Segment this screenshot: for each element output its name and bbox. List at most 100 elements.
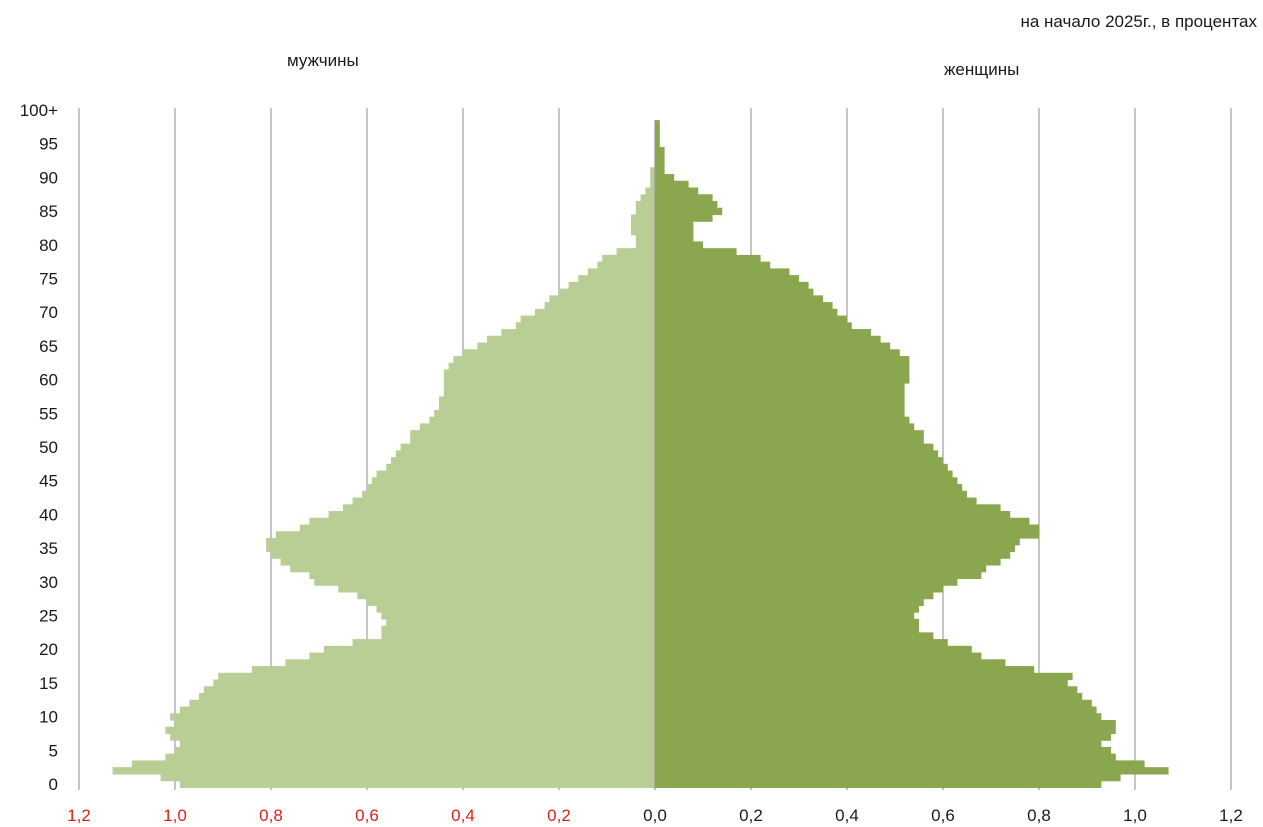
male-bar	[285, 659, 655, 667]
female-bar	[655, 302, 833, 310]
male-bar	[189, 699, 655, 708]
female-bar	[655, 322, 852, 330]
female-bar	[655, 726, 1116, 735]
male-bar	[520, 315, 655, 323]
x-tick-label-right: 0,0	[643, 806, 667, 825]
male-bar	[453, 356, 655, 364]
female-series-label: женщины	[944, 60, 1020, 79]
male-bar	[367, 484, 655, 492]
male-bar	[568, 281, 655, 290]
y-tick-label: 85	[39, 202, 58, 221]
female-bar	[655, 376, 910, 384]
y-tick-label: 5	[49, 741, 58, 760]
male-bar	[376, 470, 655, 478]
female-bar	[655, 187, 699, 195]
female-bar	[655, 349, 900, 357]
male-bar	[381, 632, 655, 640]
y-tick-label: 45	[39, 472, 58, 491]
male-bar	[131, 760, 656, 768]
y-tick-label: 50	[39, 438, 58, 457]
male-bar	[314, 578, 655, 586]
male-bar	[391, 457, 655, 465]
male-bar	[299, 524, 655, 532]
x-tick-label-left: 0,4	[451, 806, 475, 825]
female-bar	[655, 281, 809, 290]
x-tick-label-left: 0,8	[259, 806, 283, 825]
male-bar	[170, 713, 655, 721]
male-bar	[395, 450, 655, 458]
male-bar	[381, 612, 655, 620]
female-bar	[655, 551, 1011, 559]
x-tick-label-left: 0,6	[355, 806, 379, 825]
male-bar	[635, 241, 655, 249]
female-bar	[655, 605, 919, 613]
female-bar	[655, 753, 1116, 762]
y-tick-label: 70	[39, 303, 58, 322]
male-bar	[213, 679, 655, 687]
female-bar	[655, 248, 737, 256]
female-bar	[655, 275, 799, 283]
female-bar	[655, 227, 694, 236]
female-bar	[655, 470, 953, 478]
female-bar	[655, 403, 905, 411]
male-bars	[112, 167, 656, 788]
male-bar	[175, 719, 655, 728]
female-bar	[655, 241, 703, 249]
male-bar	[203, 686, 656, 694]
male-bar	[280, 558, 655, 566]
female-bar	[655, 389, 905, 398]
male-bar	[635, 200, 655, 209]
female-bar	[655, 693, 1083, 701]
female-bar	[655, 544, 1015, 553]
male-bar	[439, 396, 655, 404]
male-bar	[179, 740, 656, 748]
female-bar	[655, 457, 943, 465]
male-bar	[352, 497, 655, 505]
female-bar	[655, 120, 660, 128]
female-bar	[655, 719, 1116, 728]
y-tick-label: 95	[39, 135, 58, 154]
female-bar	[655, 160, 665, 168]
male-bar	[309, 517, 655, 526]
male-bar	[266, 544, 655, 553]
male-bar	[429, 416, 655, 425]
male-bar	[381, 625, 655, 633]
male-bar	[410, 430, 655, 438]
male-bar	[650, 167, 655, 175]
female-bar	[655, 180, 689, 189]
female-bar	[655, 356, 910, 364]
female-bar	[655, 308, 838, 317]
female-bar	[655, 484, 963, 492]
female-bar	[655, 531, 1039, 539]
female-bar	[655, 706, 1097, 714]
female-bar	[655, 497, 977, 505]
female-bar	[655, 618, 919, 627]
female-bar	[655, 571, 982, 580]
male-bar	[640, 194, 655, 202]
female-bar	[655, 746, 1111, 755]
male-bar	[535, 308, 655, 317]
chart-subtitle: на начало 2025г., в процентах	[1020, 12, 1257, 31]
female-bar	[655, 773, 1121, 782]
female-bar	[655, 645, 972, 654]
male-series-label: мужчины	[287, 51, 359, 70]
female-bar	[655, 329, 871, 337]
female-bar	[655, 639, 948, 647]
y-tick-label: 10	[39, 708, 58, 727]
female-bar	[655, 740, 1102, 748]
male-bar	[199, 693, 655, 701]
female-bar	[655, 261, 771, 269]
male-bar	[290, 564, 655, 573]
x-tick-label-right: 1,0	[1123, 806, 1147, 825]
y-tick-label: 60	[39, 371, 58, 390]
male-bar	[323, 645, 655, 654]
male-bar	[371, 477, 655, 485]
male-bar	[501, 329, 655, 337]
female-bar	[655, 713, 1102, 721]
female-bar	[655, 382, 905, 391]
female-bar	[655, 598, 924, 606]
female-bar	[655, 652, 982, 660]
female-bar	[655, 511, 1011, 519]
male-bar	[487, 335, 655, 344]
female-bar	[655, 234, 694, 243]
